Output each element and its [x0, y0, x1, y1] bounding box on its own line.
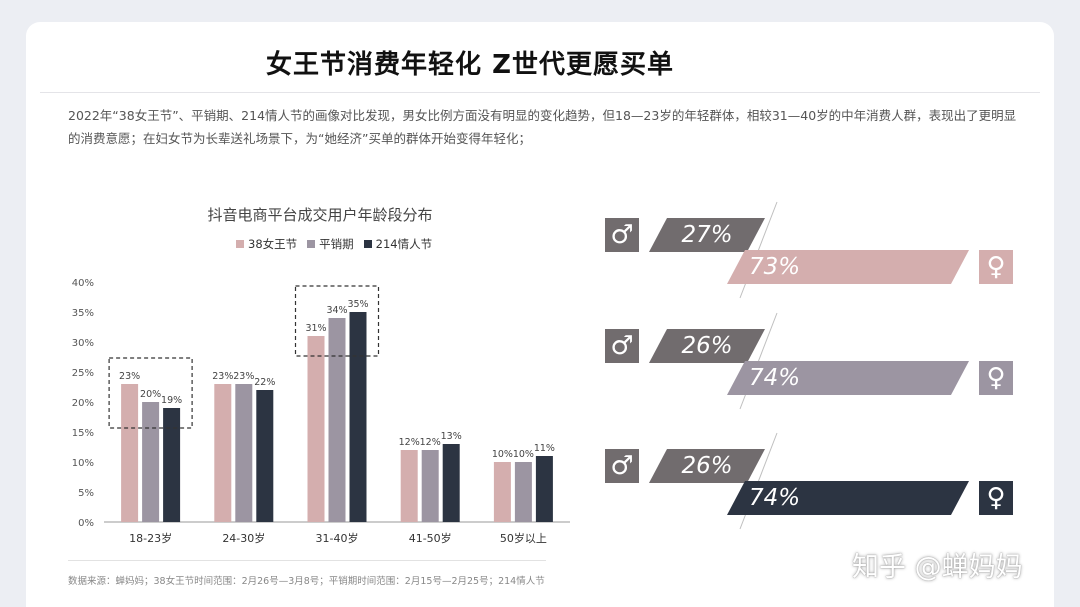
page-title: 女王节消费年轻化 Z世代更愿买单	[266, 50, 674, 80]
bar	[514, 462, 532, 522]
y-tick-label: 40%	[72, 278, 94, 289]
x-tick-label: 41-50岁	[409, 531, 452, 545]
data-label: 22%	[254, 377, 275, 388]
bar	[493, 462, 511, 522]
male-symbol-icon: ♂	[605, 449, 639, 483]
y-tick-label: 20%	[72, 398, 94, 409]
data-label: 10%	[492, 449, 513, 460]
chart-title: 抖音电商平台成交用户年龄段分布	[207, 206, 433, 224]
male-symbol-icon: ♂	[605, 218, 639, 252]
source-divider	[68, 560, 546, 561]
data-label: 12%	[399, 437, 420, 448]
data-label: 23%	[233, 371, 254, 382]
female-percent: 74%	[727, 481, 969, 515]
male-percent: 26%	[649, 449, 765, 483]
data-label: 23%	[119, 371, 140, 382]
legend-label: 平销期	[319, 237, 354, 251]
data-label: 34%	[326, 305, 347, 316]
gender-row: ♂ 27% 73% ♀	[605, 200, 1025, 300]
y-tick-label: 15%	[72, 428, 94, 439]
legend-item: 214情人节	[363, 236, 433, 252]
chart-legend: 38女王节 平销期 214情人节	[236, 236, 432, 252]
data-label: 19%	[161, 395, 182, 406]
bar	[142, 402, 160, 522]
data-label: 20%	[140, 389, 161, 400]
gender-row: ♂ 26% 74% ♀	[605, 431, 1025, 531]
description-text: 2022年“38女王节”、平销期、214情人节的画像对比发现，男女比例方面没有明…	[68, 108, 1017, 146]
legend-swatch	[307, 240, 316, 248]
y-tick-label: 0%	[78, 518, 94, 529]
male-percent: 27%	[649, 218, 765, 252]
data-label: 12%	[420, 437, 441, 448]
bar	[256, 390, 274, 522]
legend-item: 38女王节	[236, 236, 297, 252]
legend-swatch	[236, 240, 244, 248]
male-symbol-icon: ♂	[605, 329, 639, 363]
legend-swatch	[363, 240, 372, 248]
female-symbol-icon: ♀	[979, 250, 1013, 284]
source-note: 数据来源：蝉妈妈；38女王节时间范围：2月26号—3月8号；平销期时间范围：2月…	[68, 576, 545, 587]
data-label: 35%	[347, 299, 368, 310]
x-tick-label: 24-30岁	[222, 531, 265, 545]
watermark: 知乎 @蝉妈妈	[852, 552, 1023, 583]
legend-item: 平销期	[307, 236, 354, 252]
bar	[400, 450, 418, 522]
bar	[535, 456, 553, 522]
data-label: 11%	[534, 443, 555, 454]
x-tick-label: 31-40岁	[316, 531, 359, 545]
data-label: 23%	[212, 371, 233, 382]
bar	[328, 318, 346, 522]
bar	[421, 450, 439, 522]
y-tick-label: 30%	[72, 338, 94, 349]
bar	[442, 444, 460, 522]
x-tick-label: 18-23岁	[129, 531, 172, 545]
female-symbol-icon: ♀	[979, 481, 1013, 515]
bar	[214, 384, 232, 522]
y-tick-label: 5%	[78, 488, 94, 499]
bar	[163, 408, 181, 522]
legend-label: 214情人节	[375, 237, 433, 251]
gender-row: ♂ 26% 74% ♀	[605, 311, 1025, 411]
age-bar-chart: 0%5%10%15%20%25%30%35%40%23%20%19%18-23岁…	[72, 278, 570, 545]
bar	[121, 384, 139, 522]
male-percent: 26%	[649, 329, 765, 363]
female-percent: 73%	[727, 250, 969, 284]
bar	[349, 312, 367, 522]
y-tick-label: 10%	[72, 458, 94, 469]
data-label: 10%	[513, 449, 534, 460]
data-label: 13%	[441, 431, 462, 442]
y-tick-label: 35%	[72, 308, 94, 319]
legend-label: 38女王节	[248, 237, 298, 251]
title-divider	[40, 92, 1040, 93]
bar	[307, 336, 325, 522]
bar	[235, 384, 253, 522]
data-label: 31%	[305, 323, 326, 334]
y-tick-label: 25%	[72, 368, 94, 379]
female-percent: 74%	[727, 361, 969, 395]
x-tick-label: 50岁以上	[500, 531, 547, 545]
female-symbol-icon: ♀	[979, 361, 1013, 395]
